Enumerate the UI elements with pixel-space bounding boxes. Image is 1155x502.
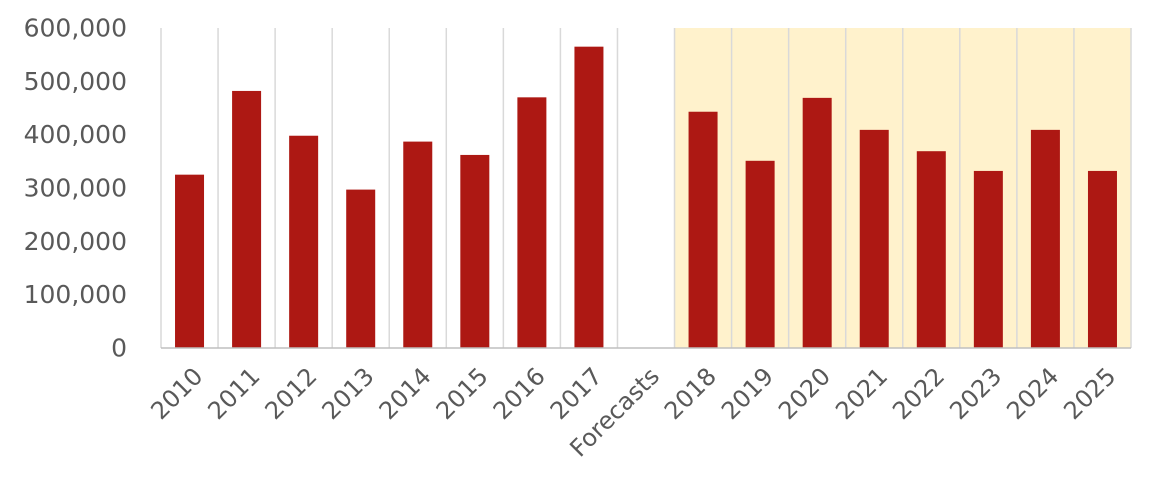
bar-2019: [745, 160, 775, 348]
bar-2018: [688, 111, 718, 348]
x-tick-label: 2012: [260, 362, 323, 425]
x-tick-labels: 20102011201220132014201520162017Forecast…: [145, 362, 1121, 462]
bars: [175, 46, 1117, 349]
bar-2014: [403, 141, 433, 348]
x-tick-label: 2021: [830, 362, 893, 425]
x-tick-label: 2010: [145, 362, 208, 425]
y-tick-label: 200,000: [24, 227, 127, 256]
bar-2013: [346, 189, 376, 348]
bar-2017: [574, 46, 604, 349]
x-tick-label: 2022: [887, 362, 950, 425]
gridlines: [160, 28, 1132, 348]
x-tick-label: 2023: [944, 362, 1007, 425]
y-tick-label: 100,000: [24, 280, 127, 309]
bar-2011: [232, 90, 262, 348]
x-tick-label: 2011: [202, 362, 265, 425]
bar-2016: [517, 97, 547, 348]
bar-2020: [802, 97, 832, 348]
y-tick-label: 400,000: [24, 120, 127, 149]
x-tick-label: 2013: [317, 362, 380, 425]
y-tick-label: 500,000: [24, 67, 127, 96]
x-tick-label: 2020: [773, 362, 836, 425]
x-tick-label: 2025: [1058, 362, 1121, 425]
bar-2024: [1030, 129, 1060, 348]
x-tick-label: 2016: [488, 362, 551, 425]
y-tick-label: 300,000: [24, 174, 127, 203]
bar-2015: [460, 154, 490, 348]
x-tick-label: 2018: [659, 362, 722, 425]
x-tick-label: 2015: [431, 362, 494, 425]
bar-2023: [973, 170, 1003, 348]
bar-2021: [859, 129, 889, 348]
x-tick-label: 2014: [374, 362, 437, 425]
bar-2025: [1087, 170, 1117, 348]
bar-2010: [175, 174, 205, 348]
y-tick-labels: 0 100,000 200,000 300,000 400,000 500,000 600,…: [24, 14, 127, 363]
y-tick-label: 600,000: [24, 14, 127, 43]
bar-2012: [289, 135, 319, 348]
bar-2022: [916, 151, 946, 348]
x-tick-label: 2024: [1001, 362, 1064, 425]
x-tick-label: 2019: [716, 362, 779, 425]
y-tick-label: 0: [111, 334, 127, 363]
